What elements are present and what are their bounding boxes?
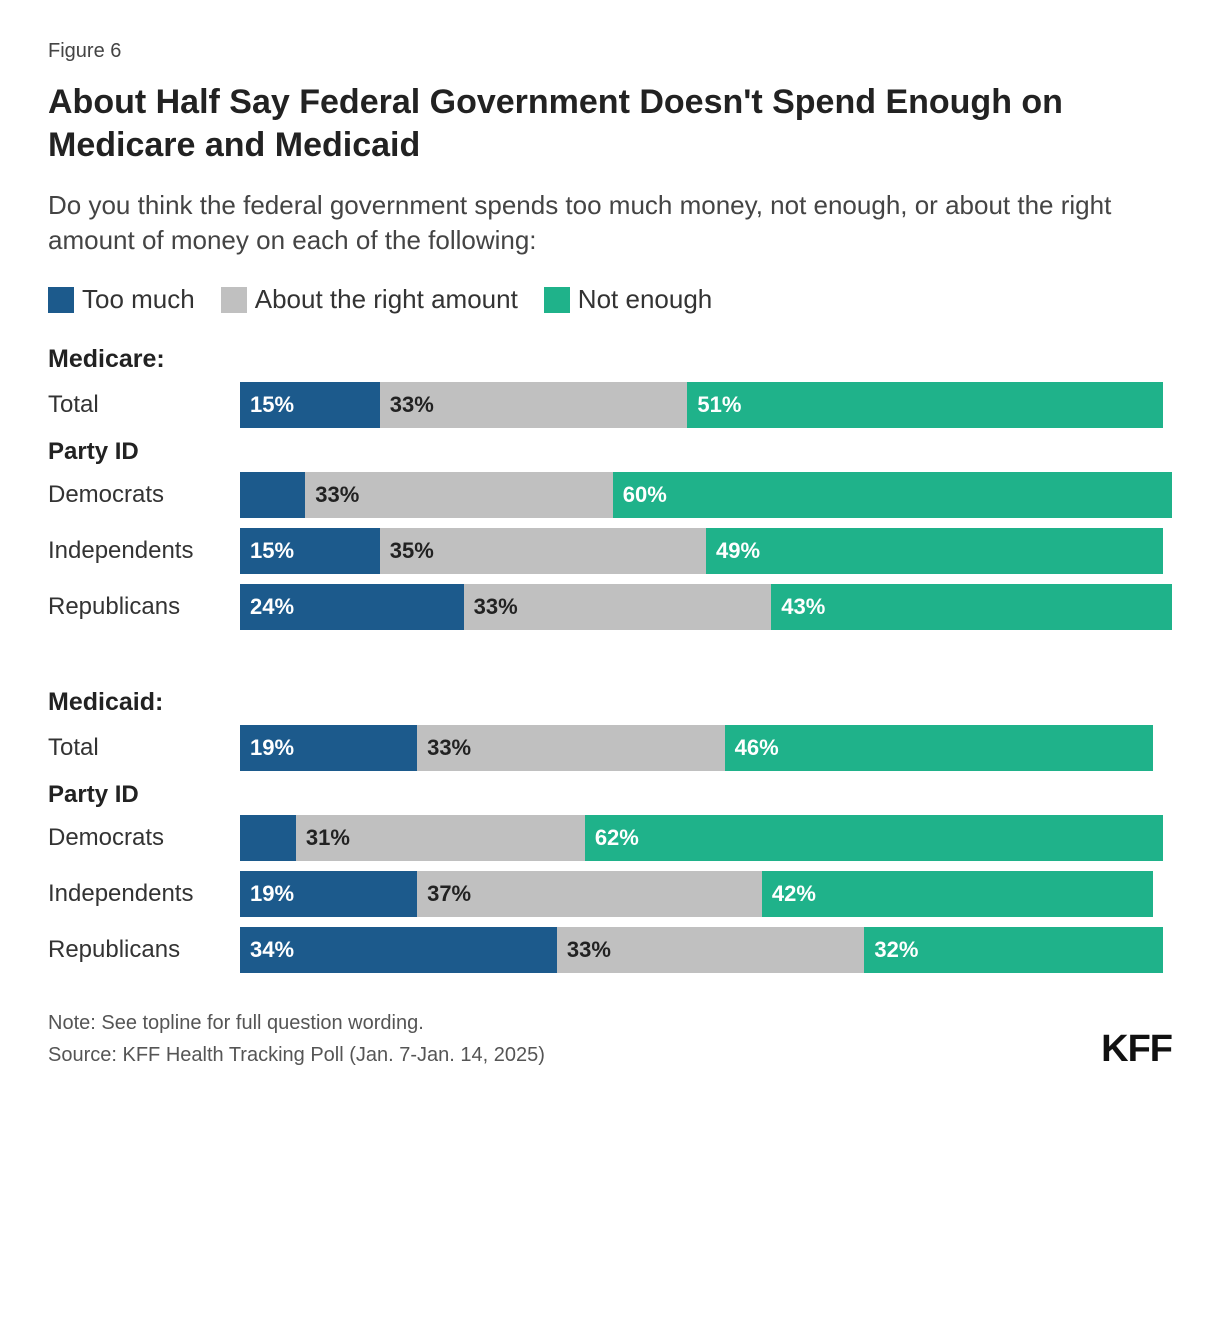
row-label: Democrats bbox=[48, 824, 240, 852]
bar-wrap: 6%31%62% bbox=[240, 815, 1172, 861]
legend-item-not-enough: Not enough bbox=[544, 284, 712, 315]
legend: Too much About the right amount Not enou… bbox=[48, 284, 1172, 315]
bar-segment-not_enough: 62% bbox=[585, 815, 1163, 861]
swatch-too-much bbox=[48, 287, 74, 313]
bar-segment-too_much: 34% bbox=[240, 927, 557, 973]
bar-row: Democrats6%31%62% bbox=[48, 815, 1172, 861]
bar-wrap: 15%35%49% bbox=[240, 528, 1172, 574]
bar-segment-right_amount: 33% bbox=[380, 382, 688, 428]
legend-item-right-amount: About the right amount bbox=[221, 284, 518, 315]
bar-segment-not_enough: 49% bbox=[706, 528, 1163, 574]
bar-row: Republicans34%33%32% bbox=[48, 927, 1172, 973]
bar-segment-too_much: 24% bbox=[240, 584, 464, 630]
bar-segment-not_enough: 32% bbox=[864, 927, 1162, 973]
footnotes: Note: See topline for full question word… bbox=[48, 1007, 545, 1071]
bar-row: Total15%33%51% bbox=[48, 382, 1172, 428]
bar-wrap: 19%33%46% bbox=[240, 725, 1172, 771]
bar-segment-not_enough: 46% bbox=[725, 725, 1154, 771]
bar-segment-right_amount: 33% bbox=[417, 725, 725, 771]
subheader-party-id: Party ID bbox=[48, 438, 1172, 466]
figure-label: Figure 6 bbox=[48, 40, 1172, 63]
chart-body: Medicare:Total15%33%51%Party IDDemocrats… bbox=[48, 345, 1172, 973]
bar-wrap: 19%37%42% bbox=[240, 871, 1172, 917]
bar-segment-right_amount: 33% bbox=[464, 584, 772, 630]
row-label: Republicans bbox=[48, 593, 240, 621]
section-title: Medicaid: bbox=[48, 688, 1172, 717]
bar-row: Independents19%37%42% bbox=[48, 871, 1172, 917]
bar-segment-not_enough: 60% bbox=[613, 472, 1172, 518]
bar-segment-too_much: 15% bbox=[240, 382, 380, 428]
bar-segment-not_enough: 43% bbox=[771, 584, 1172, 630]
bar-row: Republicans24%33%43% bbox=[48, 584, 1172, 630]
bar-segment-right_amount: 33% bbox=[557, 927, 865, 973]
bar-wrap: 7%33%60% bbox=[240, 472, 1172, 518]
bar-row: Independents15%35%49% bbox=[48, 528, 1172, 574]
row-label: Republicans bbox=[48, 936, 240, 964]
subheader-party-id: Party ID bbox=[48, 781, 1172, 809]
bar-segment-right_amount: 33% bbox=[305, 472, 613, 518]
bar-segment-not_enough: 42% bbox=[762, 871, 1153, 917]
chart-title: About Half Say Federal Government Doesn'… bbox=[48, 81, 1172, 166]
bar-segment-too_much: 19% bbox=[240, 871, 417, 917]
kff-logo: KFF bbox=[1101, 1028, 1172, 1071]
row-label: Total bbox=[48, 391, 240, 419]
bar-row: Total19%33%46% bbox=[48, 725, 1172, 771]
row-label: Independents bbox=[48, 537, 240, 565]
group-gap bbox=[48, 640, 1172, 676]
bar-segment-right_amount: 37% bbox=[417, 871, 762, 917]
legend-label-too-much: Too much bbox=[82, 284, 195, 315]
bar-segment-too_much: 7% bbox=[240, 472, 305, 518]
chart-subtitle: Do you think the federal government spen… bbox=[48, 188, 1172, 258]
legend-label-right-amount: About the right amount bbox=[255, 284, 518, 315]
bar-row: Democrats7%33%60% bbox=[48, 472, 1172, 518]
row-label: Democrats bbox=[48, 481, 240, 509]
swatch-right-amount bbox=[221, 287, 247, 313]
bar-segment-right_amount: 31% bbox=[296, 815, 585, 861]
row-label: Total bbox=[48, 734, 240, 762]
bar-segment-too_much: 19% bbox=[240, 725, 417, 771]
bar-wrap: 24%33%43% bbox=[240, 584, 1172, 630]
source-text: Source: KFF Health Tracking Poll (Jan. 7… bbox=[48, 1039, 545, 1071]
bar-segment-right_amount: 35% bbox=[380, 528, 706, 574]
legend-label-not-enough: Not enough bbox=[578, 284, 712, 315]
footer: Note: See topline for full question word… bbox=[48, 1007, 1172, 1071]
bar-segment-too_much: 6% bbox=[240, 815, 296, 861]
bar-wrap: 34%33%32% bbox=[240, 927, 1172, 973]
bar-segment-too_much: 15% bbox=[240, 528, 380, 574]
legend-item-too-much: Too much bbox=[48, 284, 195, 315]
swatch-not-enough bbox=[544, 287, 570, 313]
row-label: Independents bbox=[48, 880, 240, 908]
bar-segment-not_enough: 51% bbox=[687, 382, 1162, 428]
section-title: Medicare: bbox=[48, 345, 1172, 374]
bar-wrap: 15%33%51% bbox=[240, 382, 1172, 428]
note-text: Note: See topline for full question word… bbox=[48, 1007, 545, 1039]
